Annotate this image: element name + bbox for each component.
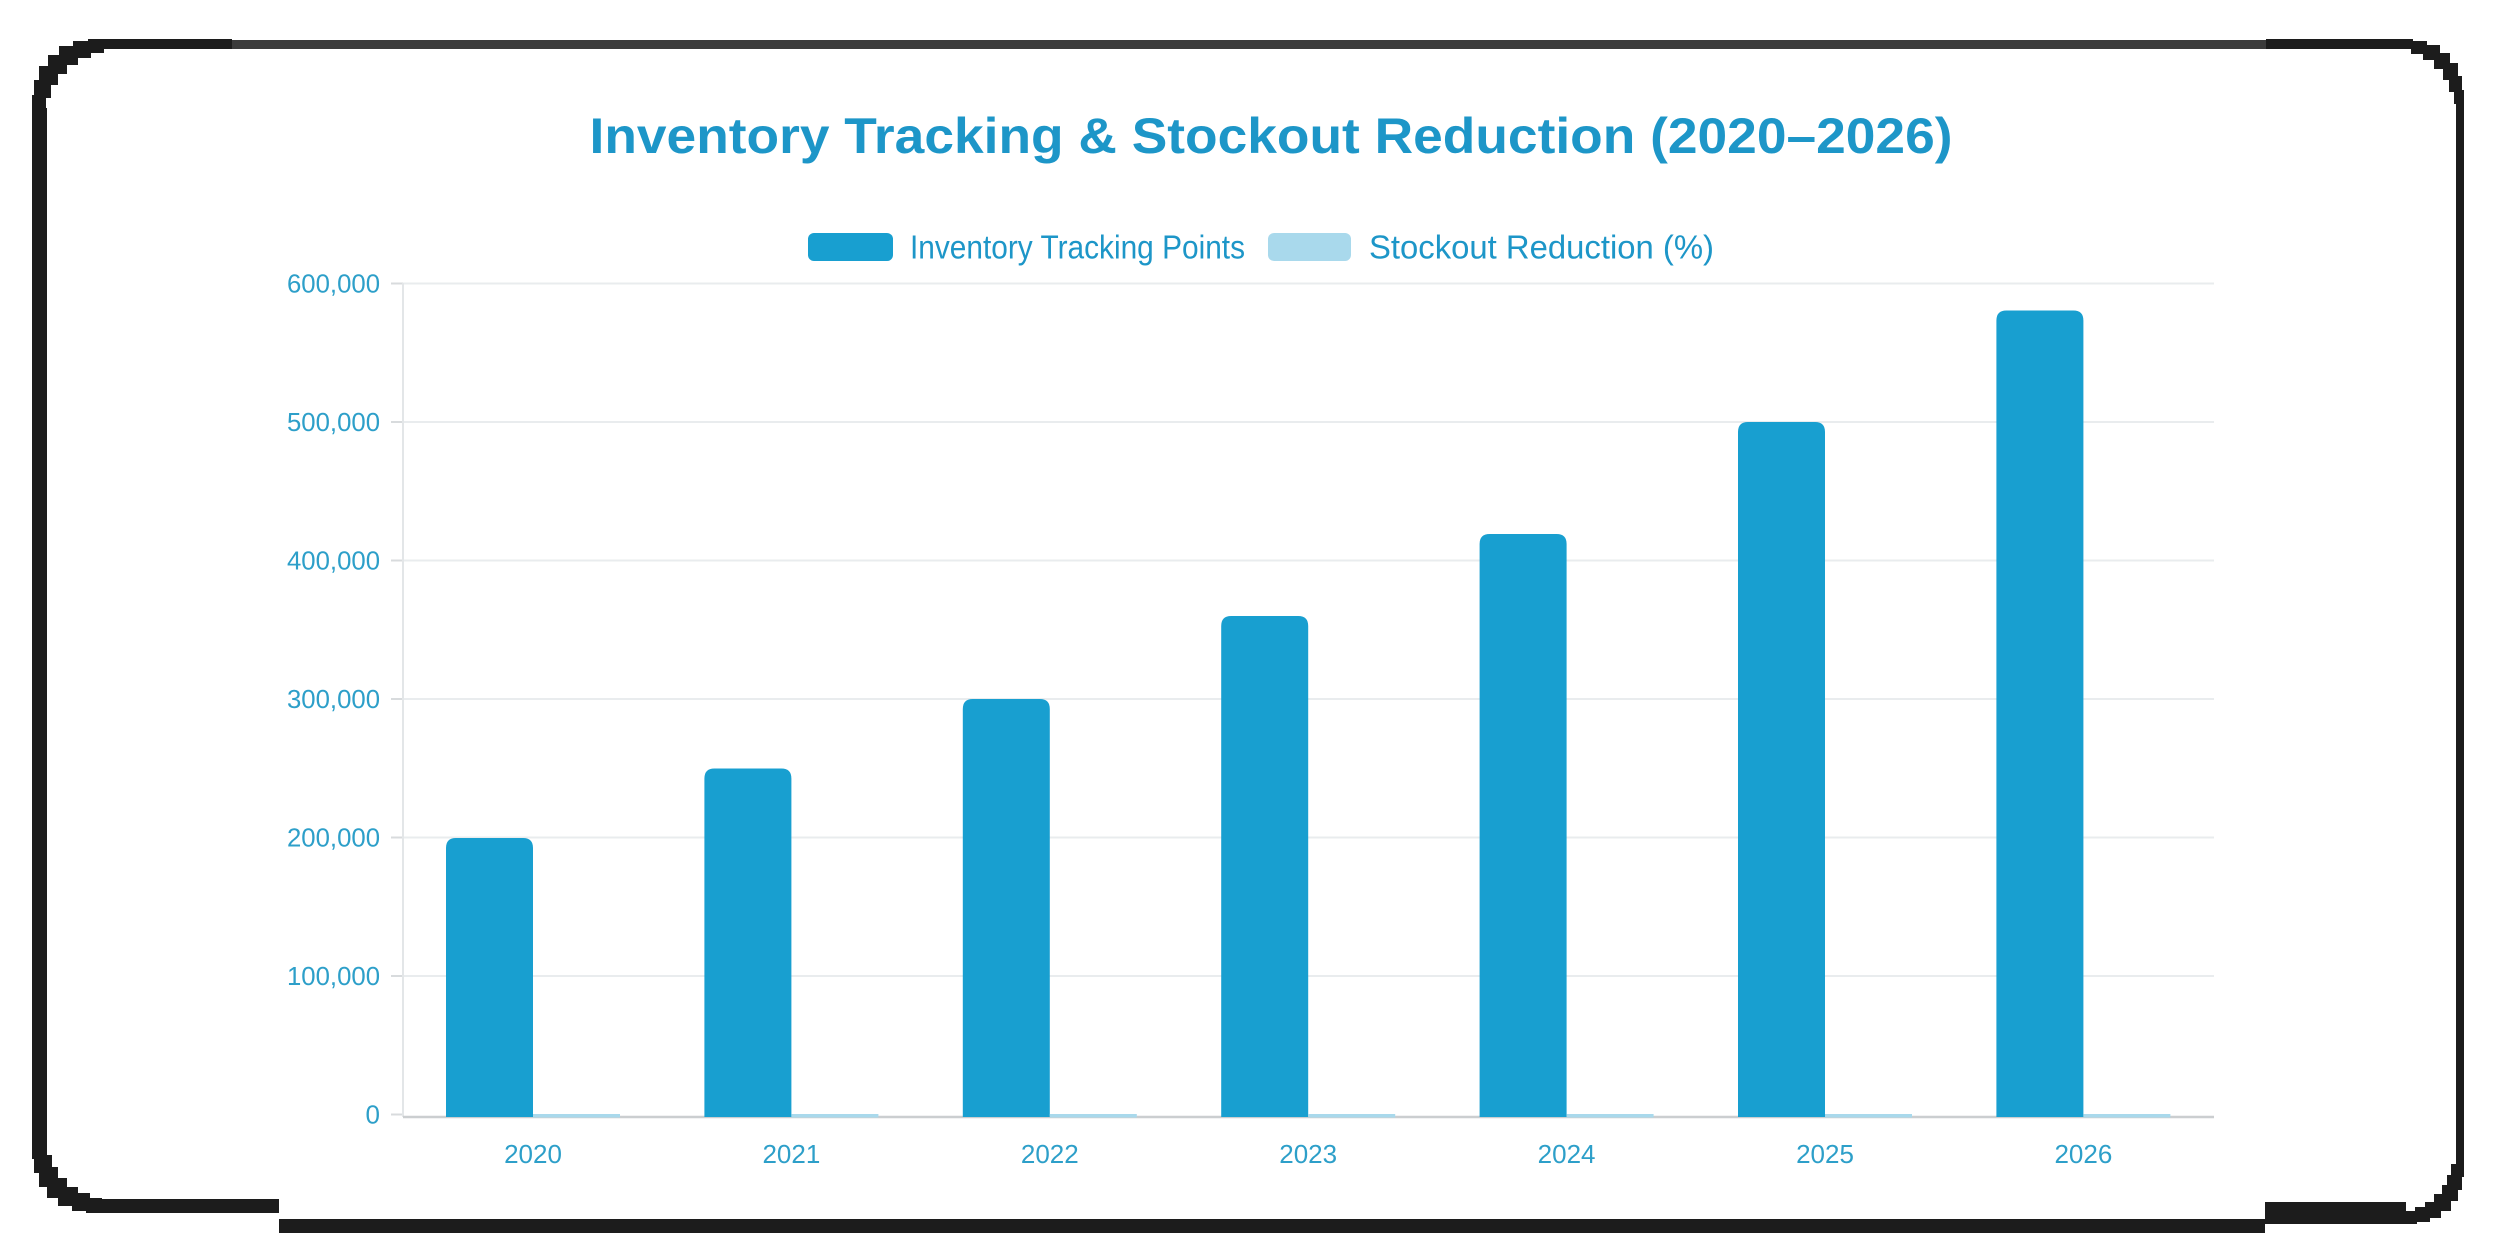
svg-text:2023: 2023 xyxy=(1279,1139,1337,1169)
svg-text:2025: 2025 xyxy=(1796,1139,1854,1169)
svg-text:2021: 2021 xyxy=(762,1139,820,1169)
svg-text:2026: 2026 xyxy=(2054,1139,2112,1169)
svg-text:2022: 2022 xyxy=(1021,1139,1079,1169)
svg-text:200,000: 200,000 xyxy=(287,823,380,853)
svg-text:Stockout Reduction (%): Stockout Reduction (%) xyxy=(1369,229,1714,266)
svg-text:600,000: 600,000 xyxy=(287,269,380,299)
svg-text:500,000: 500,000 xyxy=(287,407,380,437)
svg-text:Inventory Tracking Points: Inventory Tracking Points xyxy=(910,229,1245,266)
svg-text:2020: 2020 xyxy=(504,1139,562,1169)
svg-text:400,000: 400,000 xyxy=(287,546,380,576)
svg-text:100,000: 100,000 xyxy=(287,961,380,991)
svg-text:300,000: 300,000 xyxy=(287,684,380,714)
svg-text:Inventory Tracking & Stockout: Inventory Tracking & Stockout Reduction … xyxy=(590,108,1953,164)
svg-text:0: 0 xyxy=(366,1100,380,1130)
svg-text:2024: 2024 xyxy=(1538,1139,1596,1169)
